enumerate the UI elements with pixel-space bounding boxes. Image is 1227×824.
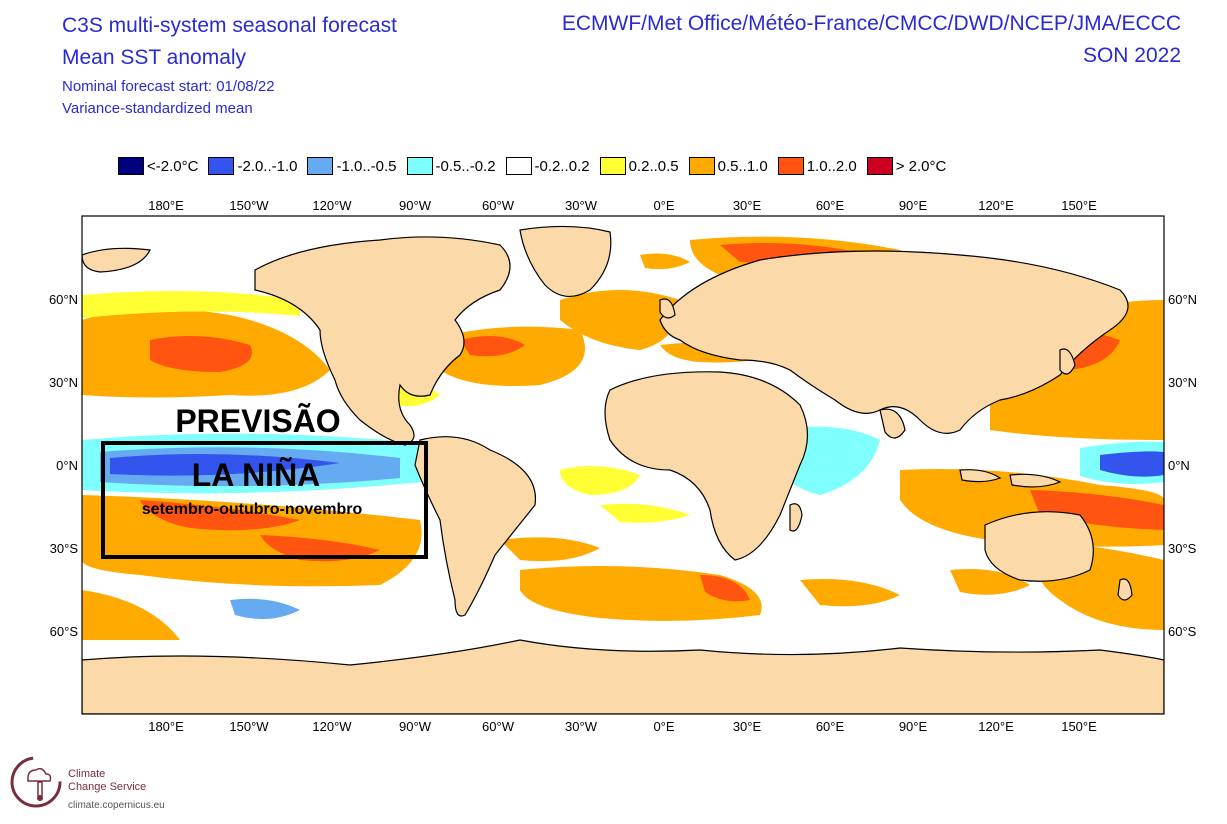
legend-item: -1.0..-0.5 <box>307 157 406 175</box>
longitude-label: 120°W <box>312 198 352 213</box>
logo-line-2: Change Service <box>68 781 147 793</box>
latitude-label: 0°N <box>1168 458 1190 473</box>
legend-swatch <box>208 157 235 175</box>
latitude-label: 30°S <box>50 541 79 556</box>
legend-item: > 2.0°C <box>866 157 957 175</box>
forecast-centres: ECMWF/Met Office/Météo-France/CMCC/DWD/N… <box>561 12 1181 35</box>
latitude-label: 60°N <box>49 292 78 307</box>
latitude-label: 60°N <box>1168 292 1197 307</box>
la-nina-box <box>101 441 428 559</box>
latitude-label: 60°S <box>1168 624 1197 639</box>
mean-type: Variance-standardized mean <box>62 100 253 117</box>
anomaly-shading <box>82 236 1164 640</box>
forecast-start: Nominal forecast start: 01/08/22 <box>62 78 275 95</box>
legend-label: 0.2..0.5 <box>628 157 679 175</box>
longitude-label: 30°E <box>733 198 762 213</box>
longitude-label: 60°W <box>482 719 515 734</box>
longitude-label: 90°E <box>899 198 928 213</box>
longitude-label: 30°E <box>733 719 762 734</box>
map-frame <box>81 215 1165 715</box>
longitude-labels-bottom: 180°E 150°W 120°W 90°W 60°W 30°W 0°E 30°E 60°E 90… <box>148 719 1097 734</box>
legend-swatch <box>118 157 144 175</box>
legend-swatch <box>599 157 626 175</box>
legend-item: -2.0..-1.0 <box>208 157 307 175</box>
longitude-label: 150°E <box>1061 719 1097 734</box>
longitude-label: 180°E <box>148 198 184 213</box>
longitude-label: 180°E <box>148 719 184 734</box>
legend-label: -0.2..0.2 <box>534 157 590 175</box>
longitude-label: 150°W <box>229 198 269 213</box>
legend-swatch <box>777 157 804 175</box>
longitude-label: 90°W <box>399 198 432 213</box>
legend-swatch <box>307 157 334 175</box>
longitude-label: 30°W <box>565 198 598 213</box>
annotation-season: setembro-outubro-novembro <box>142 501 363 518</box>
copernicus-logo-icon <box>10 756 62 808</box>
longitude-label: 60°E <box>816 198 845 213</box>
legend-label: 1.0..2.0 <box>806 157 857 175</box>
longitude-label: 120°E <box>978 719 1014 734</box>
longitude-label: 60°W <box>482 198 515 213</box>
latitude-label: 60°S <box>50 624 79 639</box>
color-legend: <-2.0°C -2.0..-1.0 -1.0..-0.5 -0.5..-0.2 -0.… <box>118 155 956 177</box>
longitude-label: 0°E <box>653 198 674 213</box>
season-label: SON 2022 <box>1082 44 1181 67</box>
logo-line-1: Climate <box>68 768 106 780</box>
latitude-label: 30°S <box>1168 541 1197 556</box>
latitude-label: 0°N <box>56 458 78 473</box>
annotation-la-nina: LA NIÑA <box>192 457 321 493</box>
longitude-label: 60°E <box>816 719 845 734</box>
land-masses <box>82 225 1164 714</box>
legend-swatch <box>688 157 715 175</box>
legend-item: -0.2..0.2 <box>505 157 600 175</box>
legend-label: > 2.0°C <box>895 157 947 175</box>
legend-swatch <box>406 157 433 175</box>
longitude-label: 0°E <box>653 719 674 734</box>
title-line-1: C3S multi-system seasonal forecast <box>62 14 397 37</box>
legend-label: 0.5..1.0 <box>717 157 768 175</box>
longitude-label: 150°E <box>1061 198 1097 213</box>
longitude-labels-top: 180°E 150°W 120°W 90°W 60°W 30°W 0°E 30°E 60°E 90… <box>148 198 1097 213</box>
longitude-label: 90°E <box>899 719 928 734</box>
longitude-label: 120°E <box>978 198 1014 213</box>
annotation-title: PREVISÃO <box>175 403 340 439</box>
legend-swatch <box>866 157 893 175</box>
legend-label: -0.5..-0.2 <box>435 157 496 175</box>
latitude-label: 30°N <box>1168 375 1197 390</box>
latitude-labels-left: 60°N 30°N 0°N 30°S 60°S <box>49 292 78 639</box>
longitude-label: 90°W <box>399 719 432 734</box>
longitude-label: 30°W <box>565 719 598 734</box>
latitude-labels-right: 60°N 30°N 0°N 30°S 60°S <box>1168 292 1197 639</box>
legend-item: 0.2..0.5 <box>599 157 689 175</box>
legend-swatch <box>505 157 532 175</box>
logo-url[interactable]: climate.copernicus.eu <box>68 800 165 811</box>
title-line-2: Mean SST anomaly <box>62 46 247 69</box>
longitude-label: 150°W <box>229 719 269 734</box>
legend-item: 1.0..2.0 <box>777 157 867 175</box>
legend-item: <-2.0°C <box>118 157 208 175</box>
longitude-label: 120°W <box>312 719 352 734</box>
legend-label: <-2.0°C <box>147 157 199 175</box>
legend-label: -1.0..-0.5 <box>336 157 397 175</box>
legend-item: -0.5..-0.2 <box>406 157 506 175</box>
legend-label: -2.0..-1.0 <box>237 157 298 175</box>
latitude-label: 30°N <box>49 375 78 390</box>
legend-item: 0.5..1.0 <box>688 157 778 175</box>
